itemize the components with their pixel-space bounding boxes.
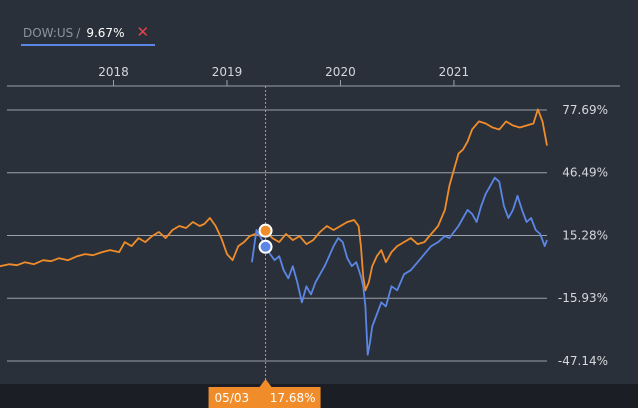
grid-lines <box>7 85 620 362</box>
dow-series-line <box>251 176 548 356</box>
legend-separator: / <box>76 26 81 40</box>
crosshair-pointer <box>259 379 272 387</box>
y-tick-label: 77.69% <box>562 103 608 117</box>
series-lines <box>0 108 548 356</box>
y-tick-label: -15.93% <box>558 291 608 305</box>
y-axis-ticks: 77.69% 46.49% 15.28% -15.93% -47.14% <box>558 103 608 368</box>
crosshair-tag <box>208 387 321 408</box>
legend-chip[interactable]: DOW:US / 9.67% ✕ <box>21 20 156 46</box>
crosshair[interactable]: 05/03 17.68% <box>0 86 638 408</box>
dow-hover-dot <box>258 239 273 254</box>
crosshair-date: 05/03 <box>215 391 250 405</box>
x-tick-label: 2021 <box>439 65 470 79</box>
x-axis-ticks: 2018 2019 2020 2021 <box>98 65 469 86</box>
y-tick-label: 15.28% <box>562 228 608 242</box>
y-tick-label: -47.14% <box>558 354 608 368</box>
y-tick-label: 46.49% <box>562 166 608 180</box>
legend-symbol: DOW:US <box>23 26 74 40</box>
benchmark-series-line <box>0 108 548 292</box>
crosshair-value: 17.68% <box>270 391 316 405</box>
x-tick-label: 2020 <box>325 65 356 79</box>
legend-value: 9.67% <box>86 26 125 40</box>
x-tick-label: 2018 <box>98 65 129 79</box>
benchmark-hover-dot <box>258 223 273 238</box>
close-icon[interactable]: ✕ <box>136 22 150 41</box>
x-tick-label: 2019 <box>212 65 243 79</box>
